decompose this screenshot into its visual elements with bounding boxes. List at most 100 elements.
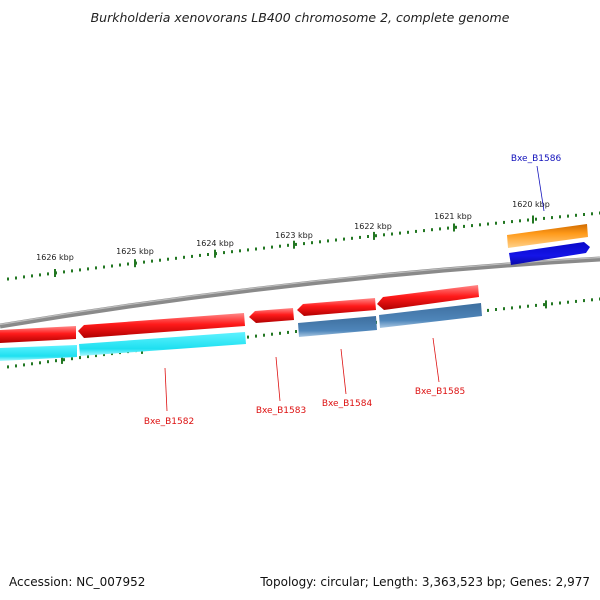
upper-ruler-minor-tick	[15, 276, 17, 280]
upper-ruler-minor-tick	[423, 229, 425, 233]
upper-ruler-minor-tick	[295, 242, 297, 246]
ruler-label-1620: 1620 kbp	[512, 200, 550, 209]
lower-ruler-minor-tick	[591, 298, 593, 302]
gene-label-b1584[interactable]: Bxe_B1584	[322, 399, 373, 409]
upper-ruler-minor-tick	[567, 214, 569, 218]
upper-ruler-major-tick	[134, 259, 136, 268]
cds-track-orange-b1586[interactable]	[507, 224, 588, 248]
lower-ruler-minor-tick	[63, 358, 65, 362]
upper-ruler-minor-tick	[455, 225, 457, 229]
map-title: Burkholderia xenovorans LB400 chromosome…	[91, 10, 510, 25]
upper-ruler-minor-tick	[575, 213, 577, 217]
gene-arrow-b1584[interactable]	[297, 298, 376, 316]
lower-ruler-minor-tick	[559, 301, 561, 305]
upper-ruler-minor-tick	[415, 229, 417, 233]
upper-ruler-minor-tick	[111, 264, 113, 268]
upper-ruler-minor-tick	[327, 239, 329, 243]
cds-track-cyan-left[interactable]	[0, 345, 77, 361]
upper-ruler-minor-tick	[375, 234, 377, 238]
upper-ruler-minor-tick	[143, 260, 145, 264]
upper-ruler-major-tick	[453, 223, 455, 232]
lower-ruler-minor-tick	[279, 331, 281, 335]
upper-ruler-minor-tick	[495, 221, 497, 225]
lower-ruler-minor-tick	[519, 305, 521, 309]
gene-arrow-b1582-left-part[interactable]	[0, 326, 76, 343]
upper-ruler-minor-tick	[351, 236, 353, 240]
lower-ruler-minor-tick	[583, 299, 585, 303]
upper-ruler-minor-tick	[543, 216, 545, 220]
chromosome-backbone	[0, 256, 600, 329]
gene-arrow-b1583[interactable]	[249, 308, 294, 323]
gene-arrow-b1585[interactable]	[377, 285, 479, 310]
lower-ruler-minor-tick	[287, 330, 289, 334]
upper-ruler-minor-tick	[311, 241, 313, 245]
upper-ruler-minor-tick	[551, 216, 553, 220]
upper-ruler-minor-tick	[199, 253, 201, 257]
accession-text: Accession: NC_007952	[9, 575, 145, 589]
cds-track-steel-b1585[interactable]	[379, 303, 482, 328]
lower-ruler-minor-tick	[255, 334, 257, 338]
upper-ruler-minor-tick	[95, 266, 97, 270]
lower-ruler-minor-tick	[39, 361, 41, 365]
upper-ruler-minor-tick	[303, 242, 305, 246]
upper-ruler-minor-tick	[335, 238, 337, 242]
leader-line-b1584	[340, 348, 347, 395]
upper-ruler-minor-tick	[447, 226, 449, 230]
upper-ruler-minor-tick	[559, 215, 561, 219]
gene-arrow-b1586[interactable]	[509, 242, 590, 265]
upper-ruler-minor-tick	[519, 219, 521, 223]
gene-label-b1585[interactable]: Bxe_B1585	[415, 387, 465, 397]
upper-ruler-minor-tick	[7, 277, 9, 281]
upper-ruler-minor-tick	[23, 275, 25, 279]
gene-arrow-b1582[interactable]	[78, 313, 245, 338]
ruler-label-1621: 1621 kbp	[434, 212, 472, 221]
upper-ruler-minor-tick	[383, 233, 385, 237]
upper-ruler-major-tick	[214, 249, 216, 258]
upper-ruler-major-tick	[373, 231, 375, 240]
upper-ruler-minor-tick	[359, 235, 361, 239]
upper-ruler-major-tick	[532, 215, 534, 224]
upper-ruler-minor-tick	[407, 230, 409, 234]
gene-label-b1582[interactable]: Bxe_B1582	[144, 417, 194, 427]
upper-ruler-minor-tick	[103, 265, 105, 269]
upper-ruler-minor-tick	[223, 251, 225, 255]
ruler-label-1622: 1622 kbp	[354, 222, 392, 231]
lower-ruler-minor-tick	[15, 364, 17, 368]
upper-ruler-minor-tick	[159, 258, 161, 262]
lower-ruler-minor-tick	[511, 306, 513, 310]
lower-ruler-minor-tick	[487, 308, 489, 312]
lower-ruler-minor-tick	[543, 303, 545, 307]
upper-ruler-minor-tick	[471, 224, 473, 228]
upper-ruler-minor-tick	[63, 270, 65, 274]
lower-ruler-minor-tick	[87, 355, 89, 359]
upper-ruler-minor-tick	[279, 244, 281, 248]
cds-track-cyan[interactable]	[79, 332, 246, 356]
ruler-label-1626: 1626 kbp	[36, 253, 74, 262]
lower-ruler-minor-tick	[527, 304, 529, 308]
lower-ruler-minor-tick	[271, 332, 273, 336]
upper-ruler-minor-tick	[247, 248, 249, 252]
lower-ruler-minor-tick	[95, 354, 97, 358]
leader-line-b1586	[536, 165, 545, 212]
upper-ruler-minor-tick	[207, 253, 209, 256]
upper-ruler-minor-tick	[399, 231, 401, 235]
upper-ruler-minor-tick	[439, 227, 441, 231]
upper-ruler-minor-tick	[183, 255, 185, 259]
lower-ruler-minor-tick	[71, 357, 73, 361]
upper-ruler-minor-tick	[343, 237, 345, 241]
cds-track-steel-b1584[interactable]	[298, 316, 377, 337]
lower-ruler-major-tick	[61, 355, 63, 364]
lower-ruler-minor-tick	[23, 363, 25, 367]
ruler-label-1624: 1624 kbp	[196, 239, 234, 248]
lower-ruler-minor-tick	[31, 362, 33, 366]
upper-ruler-minor-tick	[591, 212, 593, 216]
gene-label-b1586[interactable]: Bxe_B1586	[511, 154, 562, 164]
upper-ruler-minor-tick	[231, 250, 233, 254]
upper-ruler-minor-tick	[191, 254, 193, 258]
lower-ruler-minor-tick	[575, 299, 577, 303]
gene-label-b1583[interactable]: Bxe_B1583	[256, 406, 306, 416]
upper-ruler-minor-tick	[47, 272, 49, 276]
upper-ruler-minor-tick	[167, 257, 169, 261]
lower-ruler-minor-tick	[567, 300, 569, 304]
leader-line-b1582	[164, 367, 168, 412]
